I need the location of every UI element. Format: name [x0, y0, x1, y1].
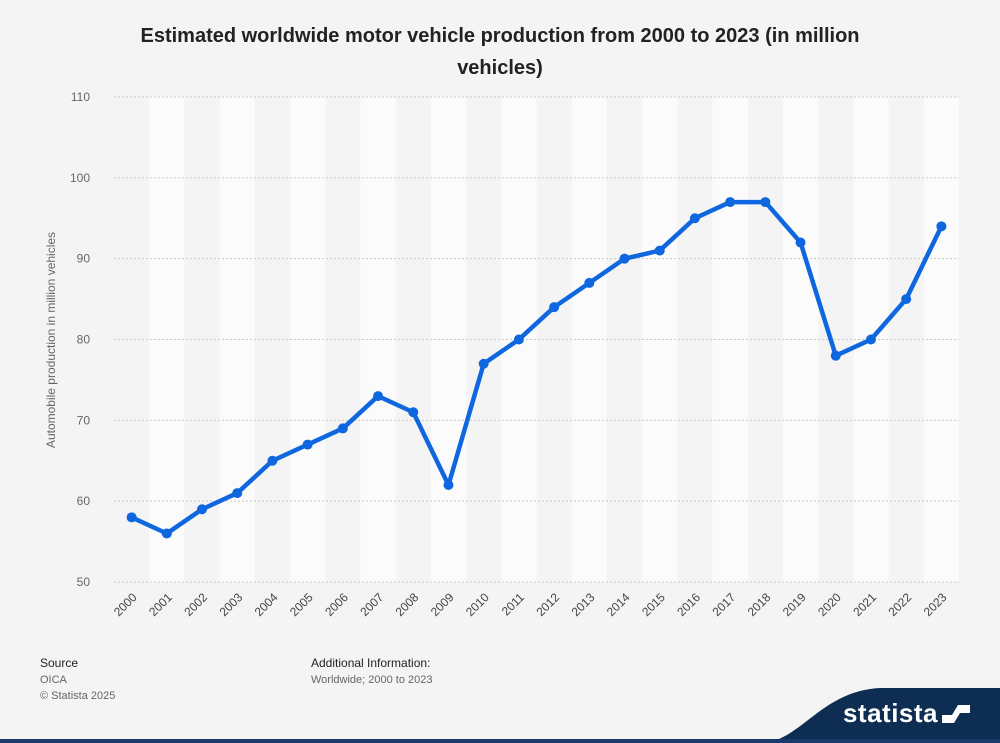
- data-point-2018[interactable]: [760, 197, 771, 208]
- x-tick-label: 2020: [815, 590, 844, 619]
- y-tick-label: 80: [77, 333, 91, 347]
- x-tick-label: 2021: [850, 590, 879, 619]
- data-point-2022[interactable]: [901, 294, 912, 305]
- data-point-2008[interactable]: [408, 407, 419, 418]
- brand-name[interactable]: statista: [842, 698, 938, 728]
- series-line: [129, 199, 944, 536]
- y-tick-label: 70: [77, 413, 91, 427]
- data-point-2011[interactable]: [513, 334, 524, 345]
- source-label: Source: [40, 656, 79, 670]
- data-points: [126, 197, 947, 539]
- x-tick-label: 2017: [709, 590, 738, 619]
- data-point-2005[interactable]: [302, 439, 313, 450]
- column-band: [571, 97, 607, 582]
- y-tick-label: 60: [77, 494, 91, 508]
- y-axis-ticks: 50 60 70 80 90 100 110: [70, 90, 90, 589]
- x-tick-label: 2018: [745, 590, 774, 619]
- additional-info-label: Additional Information:: [311, 656, 431, 670]
- y-tick-label: 100: [70, 171, 90, 185]
- x-tick-label: 2004: [252, 590, 281, 619]
- copyright-text: © Statista 2025: [40, 690, 116, 702]
- data-point-2019[interactable]: [795, 237, 806, 248]
- x-tick-label: 2003: [217, 590, 246, 619]
- x-tick-label: 2009: [428, 590, 457, 619]
- x-axis-ticks: 2000 2001 2002 2003 2004 2005 2006 2007 2008 2009…: [111, 590, 950, 619]
- y-tick-label: 50: [77, 575, 91, 589]
- data-point-2004[interactable]: [267, 455, 278, 466]
- data-point-2013[interactable]: [584, 277, 595, 288]
- data-point-2021[interactable]: [865, 334, 876, 345]
- data-point-2014[interactable]: [619, 253, 630, 264]
- x-tick-label: 2014: [604, 590, 633, 619]
- x-tick-label: 2001: [146, 590, 175, 619]
- data-point-2006[interactable]: [337, 423, 348, 434]
- x-tick-label: 2010: [463, 590, 492, 619]
- data-point-2015[interactable]: [654, 245, 665, 256]
- data-point-2012[interactable]: [549, 302, 560, 313]
- column-band: [923, 97, 959, 582]
- x-tick-label: 2015: [639, 590, 668, 619]
- data-point-2016[interactable]: [689, 213, 700, 224]
- additional-info-value: Worldwide; 2000 to 2023: [311, 674, 433, 686]
- x-tick-label: 2002: [181, 590, 210, 619]
- column-band: [219, 97, 255, 582]
- column-band: [782, 97, 819, 582]
- gridlines: [114, 96, 959, 583]
- data-point-2010[interactable]: [478, 358, 489, 369]
- data-point-2007[interactable]: [373, 391, 384, 402]
- y-tick-label: 90: [77, 252, 91, 266]
- source-value[interactable]: OICA: [40, 674, 67, 686]
- x-tick-label: 2011: [499, 590, 527, 618]
- x-tick-label: 2013: [569, 590, 598, 619]
- brand-wave-shape: [760, 688, 1000, 743]
- chart-title: Estimated worldwide motor vehicle produc…: [140, 25, 860, 79]
- x-tick-label: 2007: [357, 590, 386, 619]
- data-point-2023[interactable]: [936, 221, 947, 232]
- y-tick-label: 110: [71, 90, 90, 104]
- x-tick-label: 2016: [674, 590, 703, 619]
- y-axis-label: Automobile production in million vehicle…: [44, 232, 58, 448]
- data-point-2000[interactable]: [126, 512, 137, 523]
- data-point-2020[interactable]: [830, 350, 841, 361]
- x-tick-label: 2022: [886, 590, 915, 619]
- brand-bottom-bar: [0, 739, 1000, 743]
- x-tick-label: 2000: [111, 590, 140, 619]
- data-point-2003[interactable]: [232, 488, 243, 499]
- data-point-2017[interactable]: [725, 197, 736, 208]
- data-point-2009[interactable]: [443, 480, 454, 490]
- x-tick-label: 2023: [921, 590, 950, 619]
- column-band: [430, 97, 467, 582]
- data-point-2002[interactable]: [197, 504, 208, 515]
- data-point-2001[interactable]: [161, 528, 172, 539]
- x-tick-label: 2006: [322, 590, 351, 619]
- x-tick-label: 2012: [533, 590, 562, 619]
- x-tick-label: 2008: [393, 590, 422, 619]
- x-tick-label: 2005: [287, 590, 316, 619]
- x-tick-label: 2019: [780, 590, 809, 619]
- statista-logo-icon[interactable]: [942, 703, 970, 725]
